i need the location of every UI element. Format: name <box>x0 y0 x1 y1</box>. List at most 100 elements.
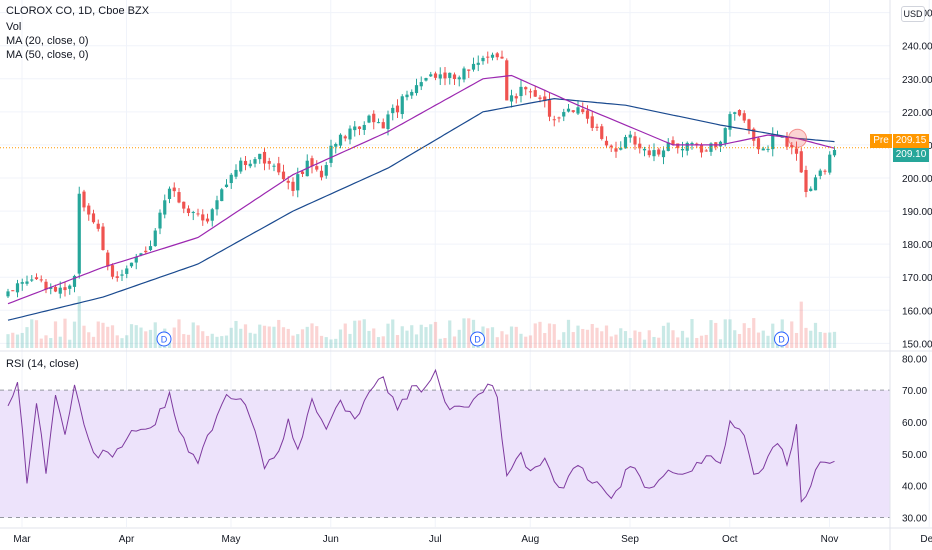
premarket-price-tag: 209.15 <box>893 134 929 148</box>
volume-bar <box>733 330 737 348</box>
volume-bar <box>619 328 623 348</box>
volume-bar <box>110 325 115 348</box>
candle-body <box>134 256 138 263</box>
ma50-series <box>7 97 835 321</box>
candle-body <box>44 281 48 290</box>
volume-bar <box>120 338 124 348</box>
candle-body <box>87 205 91 215</box>
volume-bar <box>533 323 537 348</box>
rsi-tick-label-0: 80.00 <box>902 354 927 365</box>
candle-body <box>229 174 233 184</box>
candle-body <box>115 276 119 278</box>
rsi-legend[interactable]: RSI (14, close) <box>6 358 79 370</box>
volume-bar <box>129 324 134 348</box>
candle-body <box>590 116 594 128</box>
price-tick-label-3: 220.00 <box>902 108 932 119</box>
candle-body <box>467 69 471 71</box>
volume-bar <box>310 323 314 348</box>
candle-body <box>438 74 442 79</box>
volume-bar <box>832 331 837 348</box>
volume-bar <box>771 323 775 348</box>
candle-body <box>443 72 447 79</box>
ma20-legend[interactable]: MA (20, close, 0) <box>6 35 89 47</box>
candle-body <box>334 143 338 147</box>
volume-bar <box>695 337 699 348</box>
volume-bar <box>6 334 10 348</box>
candle-body <box>324 165 328 176</box>
candle-body <box>524 87 528 90</box>
volume-bar <box>286 328 290 348</box>
volume-legend[interactable]: Vol <box>6 21 22 33</box>
price-tick-label-9: 160.00 <box>902 306 932 317</box>
candle-body <box>163 200 167 215</box>
candle-body <box>315 166 319 170</box>
volume-bar <box>267 326 271 348</box>
volume-bar <box>438 338 442 348</box>
volume-bar <box>604 325 609 348</box>
volume-bar <box>324 337 328 348</box>
candle-body <box>267 161 271 164</box>
candle-body <box>642 148 647 151</box>
last-price-tag: 209.10 <box>893 148 929 162</box>
volume-bar <box>709 320 713 348</box>
volume-bar <box>562 332 566 348</box>
x-tick-label-9: Dec <box>920 534 932 545</box>
volume-bar <box>443 338 447 348</box>
candle-body <box>600 126 604 139</box>
candle-body <box>566 108 571 112</box>
candle-body <box>120 274 124 276</box>
candle-body <box>11 290 15 292</box>
volume-bar <box>191 322 195 348</box>
volume-bar <box>229 327 233 348</box>
candle-body <box>158 212 162 229</box>
volume-bar <box>348 333 352 348</box>
x-tick-label-5: Aug <box>521 534 539 545</box>
ma50-legend[interactable]: MA (50, close, 0) <box>6 49 89 61</box>
volume-bar <box>101 322 105 348</box>
volume-bar <box>576 325 580 348</box>
candle-body <box>424 77 428 81</box>
candle-body <box>167 188 172 199</box>
volume-bar <box>148 329 153 348</box>
candle-body <box>818 170 822 176</box>
candle-body <box>391 107 395 114</box>
symbol-legend[interactable]: CLOROX CO, 1D, Cboe BZX <box>6 5 150 17</box>
candle-body <box>153 230 157 247</box>
candle-body <box>723 128 727 144</box>
volume-bar <box>53 321 58 348</box>
candle-body <box>296 174 300 191</box>
candle-body <box>186 208 191 213</box>
candle-body <box>353 126 357 131</box>
candle-body <box>766 148 770 150</box>
candle-body <box>471 63 476 70</box>
volume-bar <box>248 332 252 348</box>
volume-bar <box>376 337 381 348</box>
candle-body <box>129 262 134 267</box>
candle-body <box>348 128 352 140</box>
candle-body <box>25 281 29 284</box>
candle-body <box>761 148 765 151</box>
price-tick-label-10: 150.00 <box>902 339 932 350</box>
candle-body <box>699 145 704 153</box>
volume-bar <box>400 326 404 348</box>
dividend-marker-0 <box>156 331 172 347</box>
volume-bar <box>405 330 409 348</box>
candle-body <box>557 117 561 119</box>
currency-button[interactable]: USD <box>901 6 925 22</box>
candle-body <box>34 277 39 280</box>
candle-body <box>63 287 67 291</box>
volume-bar <box>557 339 561 348</box>
volume-bar <box>234 320 238 348</box>
rsi-tick-label-1: 70.00 <box>902 386 927 397</box>
candle-body <box>832 149 837 156</box>
candle-body <box>581 109 585 113</box>
candle-body <box>742 113 746 121</box>
candle-body <box>543 96 547 102</box>
candle-body <box>609 145 613 148</box>
volume-bar <box>419 324 423 348</box>
volume-bar <box>134 325 138 348</box>
candle-body <box>272 165 276 167</box>
candle-body <box>376 122 381 124</box>
